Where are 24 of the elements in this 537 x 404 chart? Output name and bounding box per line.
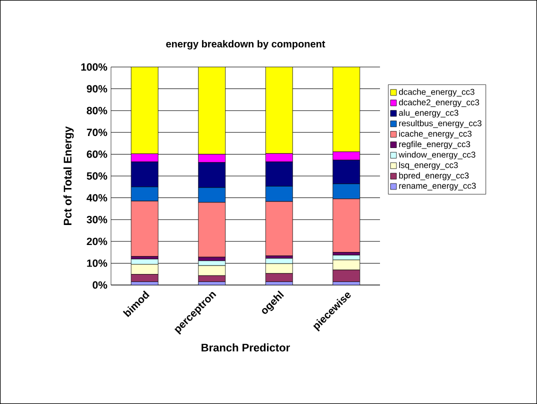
y-tick-label: 0% [92,281,108,289]
legend-label: alu_energy_cc3 [399,110,458,118]
y-tick-label: 50% [86,172,108,180]
chart-title: energy breakdown by component [166,40,326,50]
y-tick-label: 80% [86,106,108,114]
legend-label: dcache2_energy_cc3 [399,99,480,108]
legend-label: regfile_energy_cc3 [399,140,470,149]
y-tick-label: 90% [86,85,108,93]
y-tick-label: 20% [86,238,108,246]
legend-label: icache_energy_cc3 [399,130,472,138]
y-tick-label: 70% [86,128,108,136]
y-tick-label: 60% [86,150,108,158]
legend-label: window_energy_cc3 [398,151,476,160]
y-axis-title: Pct of Total Energy [63,126,74,225]
legend-label: lsq_energy_cc3 [399,162,458,170]
x-axis-title: Branch Predictor [202,343,290,352]
y-tick-label: 10% [87,259,108,267]
legend-label: dcache_energy_cc3 [399,88,474,97]
legend-label: bpred_energy_cc3 [399,172,469,180]
y-tick-label: 30% [86,216,108,224]
legend-label: rename_energy_cc3 [399,182,476,190]
legend-label: resultbus_energy_cc3 [399,120,482,128]
y-tick-label: 100% [81,63,108,71]
y-tick-label: 40% [86,194,108,202]
